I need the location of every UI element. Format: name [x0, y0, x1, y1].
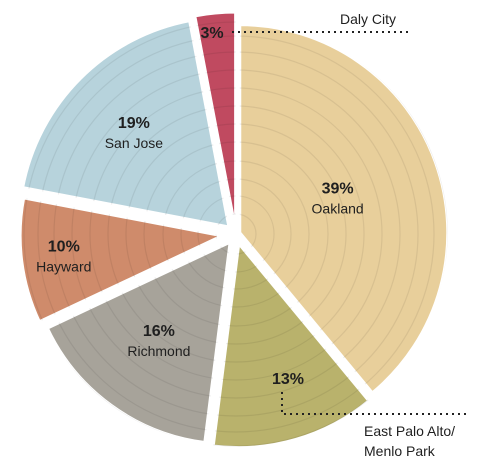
slice-value-hayward: 10% — [48, 239, 80, 256]
slice-labels: 39% Oakland 16% Richmond 10% Hayward 19% San Jo… — [36, 11, 455, 459]
slice-texture-hayward — [20, 197, 223, 322]
slice-value-daly-city: 3% — [200, 25, 223, 42]
slice-label-richmond: Richmond — [127, 343, 190, 359]
slice-value-san-jose: 19% — [118, 115, 150, 132]
callout-line-east-palo-alto-menlo-park — [281, 392, 470, 415]
slice-label-oakland: Oakland — [312, 200, 364, 216]
slice-label-line: Menlo Park — [364, 443, 436, 459]
slice-label-hayward: Hayward — [36, 259, 91, 275]
slice-texture-daly-city — [194, 12, 236, 231]
slice-value-east-palo-alto-menlo-park: 13% — [272, 371, 304, 388]
slice-texture-east-palo-alto-menlo-park — [213, 243, 369, 448]
slice-label-east-palo-alto-menlo-park: East Palo Alto/Menlo Park — [364, 423, 455, 459]
slice-value-oakland: 39% — [322, 180, 354, 197]
slice-value-richmond: 16% — [143, 323, 175, 340]
slice-texture-san-jose — [22, 20, 229, 227]
wood-ring-texture — [20, 12, 448, 448]
callout-lines — [232, 31, 470, 415]
slice-texture-oakland — [239, 24, 448, 393]
slice-texture-richmond — [47, 242, 231, 443]
slice-label-san-jose: San Jose — [105, 135, 164, 151]
slice-label-daly-city: Daly City — [340, 11, 396, 27]
slice-label-line: East Palo Alto/ — [364, 423, 455, 439]
